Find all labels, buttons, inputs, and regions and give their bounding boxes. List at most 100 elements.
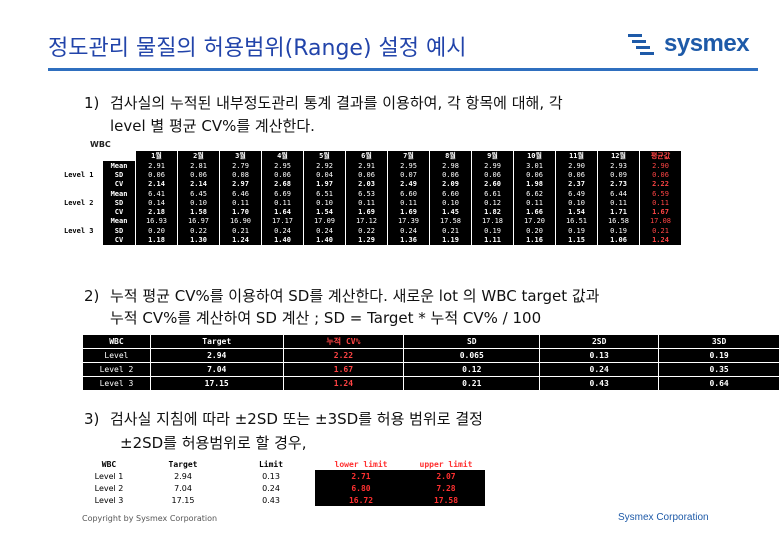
sd-column-header: WBC (82, 334, 151, 349)
month-header: 평균값 (639, 151, 682, 161)
table-cell: 6.60 (387, 188, 430, 199)
table-cell: 1.97 (303, 179, 346, 189)
month-header: 7월 (387, 151, 430, 161)
table-cell: 1.30 (177, 235, 220, 245)
table-cell: 17.08 (639, 216, 682, 227)
table-cell: 0.13 (539, 348, 660, 363)
table-row: CV 2.14 2.14 2.97 2.68 1.97 2.03 2.49 2.09 2.60 1.… (62, 179, 682, 189)
table-cell: 0.43 (539, 376, 660, 391)
table-cell: 3.01 (513, 161, 556, 171)
limit-column-header: Limit (227, 458, 315, 470)
sysmex-logo-text: sysmex (664, 30, 750, 57)
level-label (62, 188, 103, 199)
table-cell: 2.90 (639, 161, 682, 171)
table-cell: 2.49 (387, 179, 430, 189)
table-cell: 0.06 (513, 170, 556, 180)
table-row: Mean 16.93 16.97 16.90 17.17 17.09 17.12 17.39 1… (62, 216, 682, 227)
table-cell: 0.06 (555, 170, 598, 180)
table-cell: 1.24 (639, 235, 682, 245)
limit-column-header: upper limit (407, 458, 485, 470)
table-cell: 0.43 (227, 494, 315, 506)
table-cell: 0.24 (227, 482, 315, 494)
step-2-line-2: 누적 CV%를 계산하여 SD 계산 ; SD = Target * 누적 CV… (110, 309, 542, 327)
level-label: Level 1 (62, 170, 103, 180)
table-cell: 2.14 (135, 179, 178, 189)
step-2-line-1: 누적 평균 CV%를 이용하여 SD를 계산한다. 새로운 lot 의 WBC … (110, 287, 600, 305)
stat-label: Mean (102, 188, 136, 199)
table-cell: 2.22 (282, 348, 405, 363)
table-cell: 17.17 (261, 216, 304, 227)
table-cell: 0.12 (403, 362, 541, 377)
table-cell: 0.06 (135, 170, 178, 180)
table-cell: 0.09 (597, 170, 640, 180)
table-cell: 7.28 (407, 482, 485, 494)
table-cell: 6.61 (471, 188, 514, 199)
table-cell: 0.06 (471, 170, 514, 180)
table-cell: 0.11 (513, 198, 556, 208)
table-cell: 0.20 (135, 226, 178, 236)
table-cell: 0.07 (387, 170, 430, 180)
table-cell: 1.67 (282, 362, 405, 377)
table-cell: 16.97 (177, 216, 220, 227)
table-cell: Level 2 (82, 362, 151, 377)
month-header: 9월 (471, 151, 514, 161)
table-cell: 2.37 (555, 179, 598, 189)
table-row: CV 1.18 1.30 1.24 1.40 1.40 1.29 1.36 1.19 1.11 1.… (62, 235, 682, 245)
month-header: 5월 (303, 151, 346, 161)
table-row: Mean 2.91 2.81 2.79 2.95 2.92 2.91 2.95 2.98 2.99… (62, 161, 682, 171)
title-divider (48, 68, 758, 71)
table-cell: 17.20 (513, 216, 556, 227)
table-cell: 1.82 (471, 207, 514, 217)
table-cell: 6.46 (219, 188, 262, 199)
stat-label: SD (102, 198, 136, 208)
table-cell: 17.12 (345, 216, 388, 227)
table-cell: 1.69 (387, 207, 430, 217)
table-cell: 0.13 (227, 470, 315, 482)
table-cell: 2.14 (177, 179, 220, 189)
table-cell: 7.04 (149, 362, 284, 377)
table-row: Level 1 2.94 0.13 2.71 2.07 (79, 470, 485, 482)
table-cell: 1.40 (303, 235, 346, 245)
table-cell: 6.44 (597, 188, 640, 199)
table-cell: 0.10 (303, 198, 346, 208)
table-cell: 0.065 (403, 348, 541, 363)
table-cell: 2.81 (177, 161, 220, 171)
level-label: Level 3 (62, 226, 103, 236)
table-cell: 17.09 (303, 216, 346, 227)
table-cell: 1.64 (261, 207, 304, 217)
table-cell: 0.24 (303, 226, 346, 236)
month-header: 4월 (261, 151, 304, 161)
month-header: 8월 (429, 151, 472, 161)
level-label (62, 207, 103, 217)
stat-label: CV (102, 235, 136, 245)
step-1-line-1: 검사실의 누적된 내부정도관리 통계 결과를 이용하여, 각 항목에 대해, 각 (110, 94, 563, 112)
table-row: Level 2 SD 0.14 0.10 0.11 0.11 0.10 0.11 0.11 0.1… (62, 198, 682, 208)
table-cell: 2.91 (135, 161, 178, 171)
table-cell: 0.14 (135, 198, 178, 208)
step-2-text: 2) 누적 평균 CV%를 이용하여 SD를 계산한다. 새로운 lot 의 WB… (84, 285, 599, 306)
table-cell: 1.67 (639, 207, 682, 217)
limit-column-header: lower limit (315, 458, 407, 470)
table-cell: 2.97 (219, 179, 262, 189)
table-cell: 17.15 (139, 494, 227, 506)
table-cell: 2.09 (429, 179, 472, 189)
table-cell: 1.16 (513, 235, 556, 245)
table-cell: 1.70 (219, 207, 262, 217)
table-cell: 6.49 (555, 188, 598, 199)
table-cell: 2.99 (471, 161, 514, 171)
table-cell: 2.60 (471, 179, 514, 189)
table-cell: 1.11 (471, 235, 514, 245)
table-cell: 0.10 (429, 198, 472, 208)
table-cell: 2.93 (597, 161, 640, 171)
table-cell: 0.11 (387, 198, 430, 208)
table-cell: 0.24 (387, 226, 430, 236)
table-cell: 16.72 (315, 494, 407, 506)
table-cell: 1.24 (219, 235, 262, 245)
step-1-line-2: level 별 평균 CV%를 계산한다. (110, 117, 315, 135)
table-cell: 0.10 (555, 198, 598, 208)
table-cell: 0.20 (513, 226, 556, 236)
table-cell: 0.08 (219, 170, 262, 180)
table-cell: 0.11 (219, 198, 262, 208)
level-label (62, 216, 103, 227)
table-cell: 1.54 (555, 207, 598, 217)
